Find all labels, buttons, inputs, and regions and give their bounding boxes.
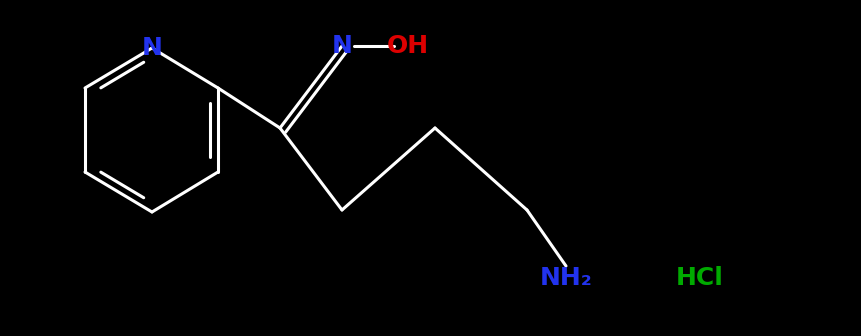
Text: N: N (331, 34, 352, 58)
Text: HCl: HCl (675, 266, 723, 290)
Text: NH₂: NH₂ (539, 266, 592, 290)
Text: N: N (141, 36, 162, 60)
Text: OH: OH (387, 34, 429, 58)
